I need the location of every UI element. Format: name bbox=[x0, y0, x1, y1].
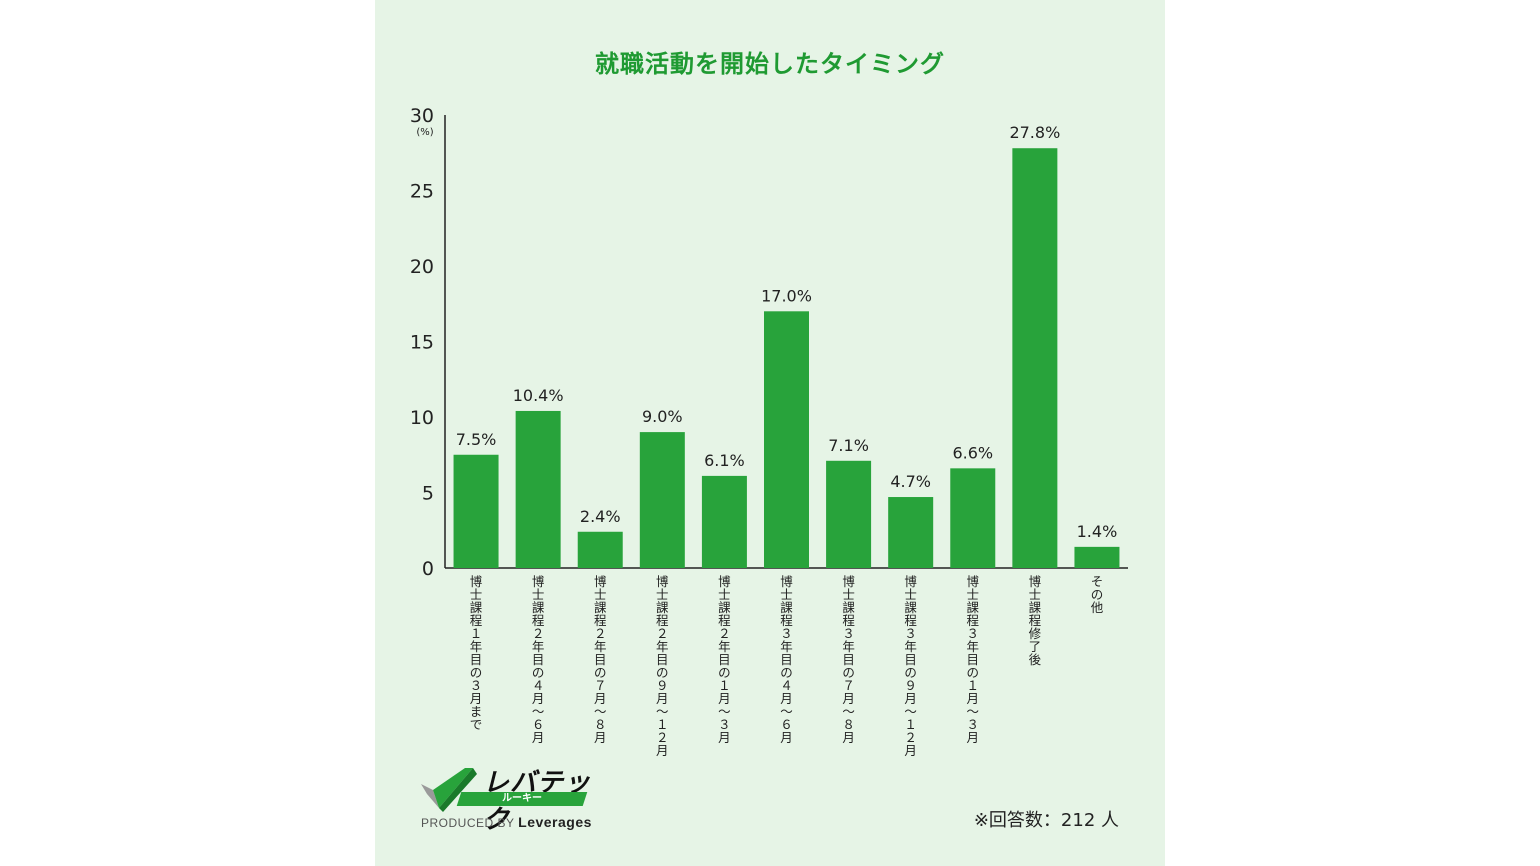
bar-value-label: 7.1% bbox=[828, 436, 869, 455]
bar-value-label: 10.4% bbox=[513, 386, 564, 405]
x-tick-label: 博士課程３年目の１月〜３月 bbox=[967, 574, 980, 745]
y-unit-label: (%) bbox=[416, 127, 433, 138]
y-tick-label: 25 bbox=[410, 181, 434, 203]
y-tick-label: 0 bbox=[422, 558, 434, 580]
y-tick-label: 5 bbox=[422, 483, 434, 505]
y-tick-label: 10 bbox=[410, 407, 434, 429]
brand-sub: ルーキー bbox=[502, 793, 542, 804]
x-tick-label: 博士課程２年目の４月〜６月 bbox=[532, 574, 545, 745]
respondent-count-note: ※回答数：212 人 bbox=[973, 810, 1119, 831]
bar-value-label: 1.4% bbox=[1077, 522, 1118, 541]
bar bbox=[639, 432, 685, 568]
produced-by: PRODUCED BY Leverages bbox=[421, 814, 592, 830]
bar-value-label: 6.1% bbox=[704, 451, 745, 470]
bar-value-label: 7.5% bbox=[456, 430, 497, 449]
bar-value-label: 17.0% bbox=[761, 286, 812, 305]
bar bbox=[1012, 148, 1058, 568]
chart-card: 就職活動を開始したタイミング 0 5 10 15 20 25 30 (%) 7.5% 博士課程１年… bbox=[375, 0, 1165, 866]
bar bbox=[701, 475, 747, 568]
y-tick-label: 30 bbox=[410, 105, 434, 127]
bar bbox=[888, 497, 934, 568]
x-tick-label: 博士課程２年目の７月〜８月 bbox=[594, 574, 607, 745]
bar-chart: 0 5 10 15 20 25 30(%) 7.5% 博士課程１年目の３月まで 10.4% 博士課程… bbox=[410, 105, 1128, 758]
company-name: Leverages bbox=[518, 814, 592, 830]
bar-value-label: 2.4% bbox=[580, 507, 621, 526]
brand-logo: レバテック ルーキー PRODUCED BY Leverages bbox=[419, 760, 599, 835]
x-tick-label: その他 bbox=[1091, 574, 1104, 615]
x-tick-label: 博士課程３年目の９月〜１２月 bbox=[904, 574, 917, 758]
bar bbox=[950, 468, 996, 568]
bar-value-label: 6.6% bbox=[952, 443, 993, 462]
bar bbox=[453, 454, 499, 568]
bar bbox=[1074, 546, 1120, 568]
checkmark-logo-icon bbox=[421, 768, 477, 812]
x-tick-label: 博士課程２年目の１月〜３月 bbox=[718, 574, 731, 745]
bar bbox=[577, 531, 623, 568]
y-tick-label: 20 bbox=[410, 256, 434, 278]
bar bbox=[515, 410, 561, 568]
y-tick-label: 15 bbox=[410, 332, 434, 354]
bar bbox=[764, 311, 809, 568]
x-tick-label: 博士課程修了後 bbox=[1029, 574, 1042, 667]
chart-title: 就職活動を開始したタイミング bbox=[595, 50, 945, 78]
x-tick-label: 博士課程１年目の３月まで bbox=[470, 574, 483, 732]
bar-value-label: 4.7% bbox=[890, 472, 931, 491]
bar bbox=[826, 460, 872, 568]
bar-value-label: 27.8% bbox=[1009, 123, 1060, 142]
bar-value-label: 9.0% bbox=[642, 407, 683, 426]
x-tick-label: 博士課程３年目の７月〜８月 bbox=[842, 574, 855, 745]
x-tick-label: 博士課程２年目の９月〜１２月 bbox=[656, 574, 669, 758]
x-tick-label: 博士課程３年目の４月〜６月 bbox=[780, 574, 793, 745]
produced-by-label: PRODUCED BY bbox=[421, 816, 515, 830]
